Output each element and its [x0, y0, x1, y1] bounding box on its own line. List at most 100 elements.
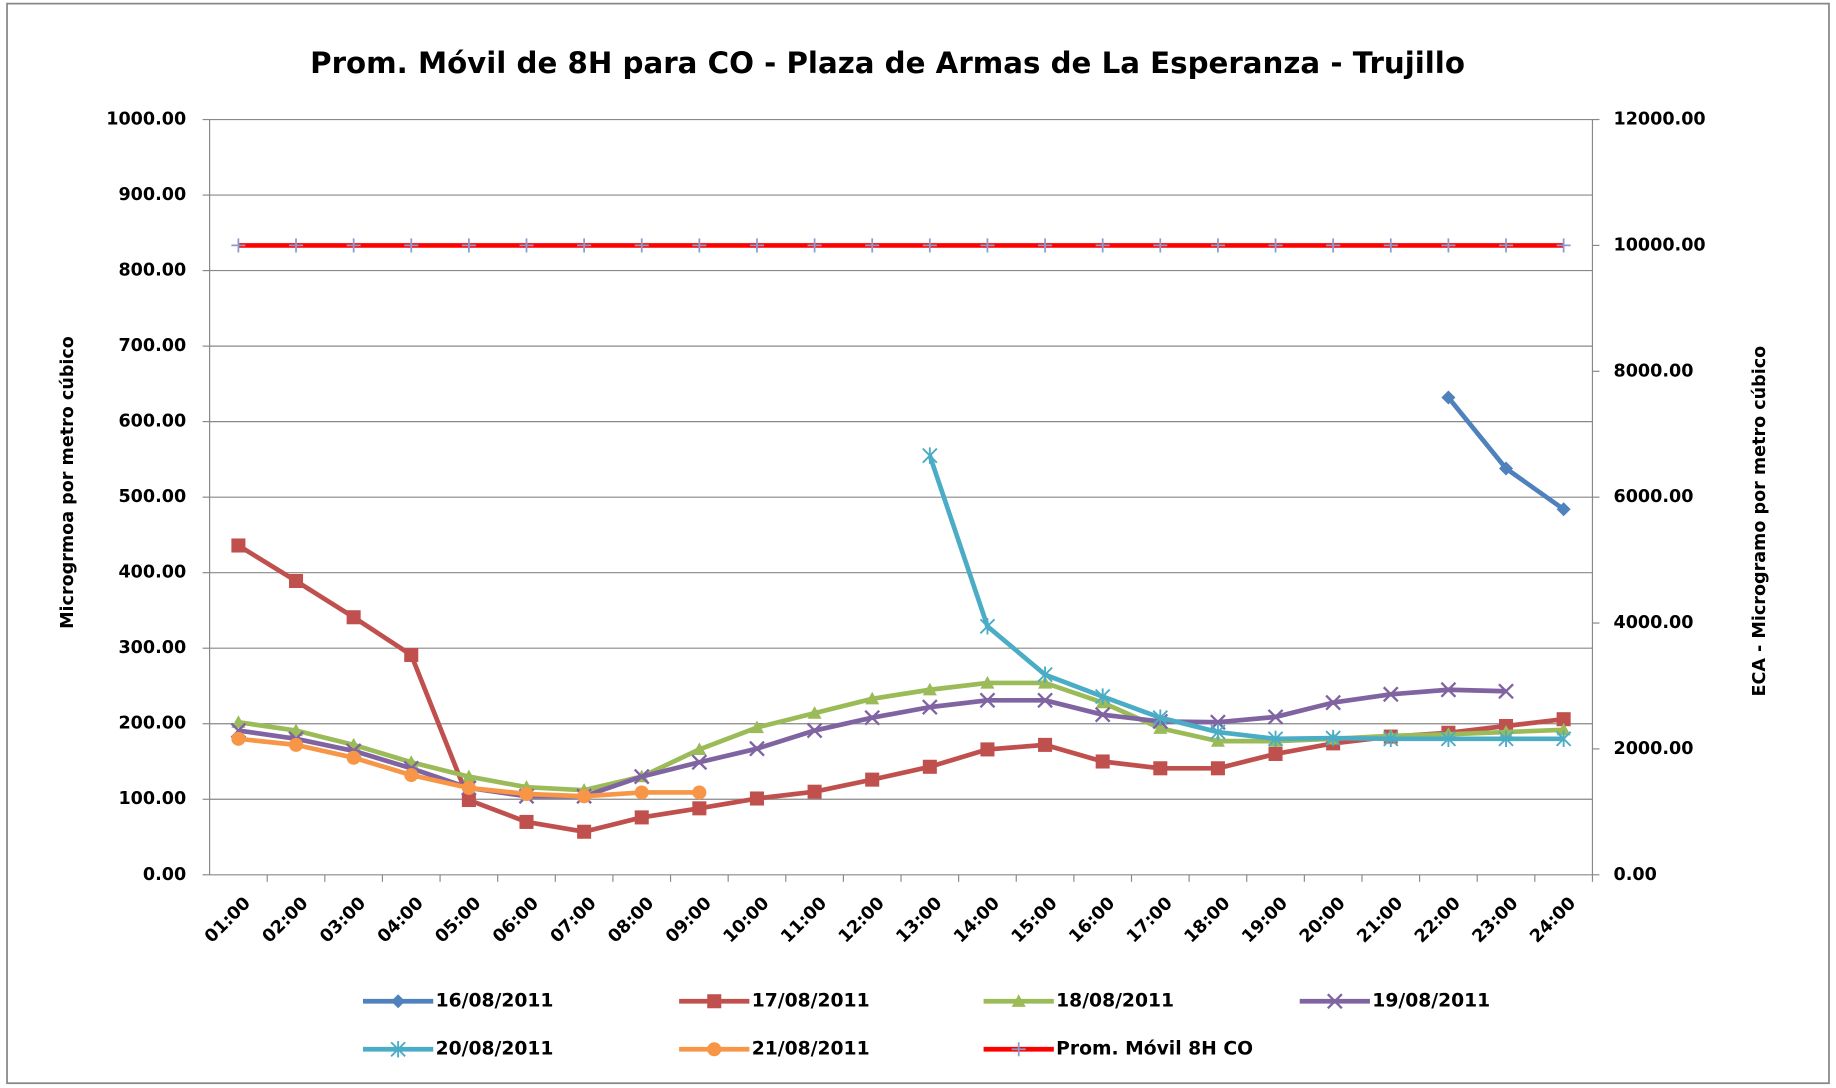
legend-marker [707, 1042, 722, 1057]
data-point [1152, 709, 1168, 726]
legend-label: 21/08/2011 [752, 1039, 870, 1060]
data-point [288, 238, 304, 253]
data-point [922, 682, 937, 696]
data-point [922, 759, 937, 774]
data-point [231, 715, 246, 728]
data-point [519, 786, 534, 801]
y2-axis-title: ECA - Microgramo por metro cúbico [1750, 346, 1770, 697]
data-point [979, 618, 996, 635]
data-point [1555, 730, 1572, 748]
data-point [692, 785, 707, 800]
data-point [922, 447, 938, 464]
data-point [980, 742, 995, 757]
data-point [1383, 238, 1398, 253]
data-point [691, 754, 708, 771]
data-point [1325, 729, 1341, 747]
data-point [921, 699, 938, 715]
data-point [1153, 238, 1168, 253]
y2-tick-label: 0.00 [1614, 865, 1657, 885]
data-point [1556, 712, 1571, 727]
y2-tick-label: 4000.00 [1614, 613, 1694, 633]
data-point [404, 768, 419, 783]
data-point [1095, 754, 1110, 769]
data-point [979, 692, 996, 709]
data-point [1094, 688, 1111, 705]
data-point [980, 675, 995, 689]
data-point [749, 238, 764, 253]
data-point [346, 610, 361, 625]
data-point [1268, 746, 1283, 761]
data-point [1267, 709, 1284, 725]
data-point [1153, 721, 1168, 734]
data-point [1325, 694, 1342, 711]
data-point [807, 706, 822, 719]
legend-marker [390, 1041, 406, 1058]
data-point [1210, 238, 1225, 253]
data-point [461, 780, 476, 795]
data-point [749, 740, 765, 757]
data-point [692, 801, 707, 816]
legend-label: 16/08/2011 [436, 991, 554, 1012]
data-point [692, 742, 707, 756]
y2-tick-label: 12000.00 [1614, 110, 1706, 130]
y-tick-label: 300.00 [118, 638, 186, 658]
legend-marker [707, 994, 722, 1009]
data-point [1094, 706, 1111, 723]
data-point [807, 238, 822, 253]
y2-tick-label: 6000.00 [1614, 487, 1694, 507]
legend-marker [1011, 1042, 1026, 1057]
y-tick-label: 400.00 [118, 563, 186, 583]
data-point [1037, 666, 1053, 683]
data-point [1556, 722, 1571, 736]
y-tick-label: 900.00 [118, 185, 186, 205]
y-tick-label: 700.00 [118, 336, 186, 356]
data-point [634, 238, 649, 253]
data-point [1267, 730, 1284, 748]
data-point [519, 814, 534, 829]
data-point [288, 737, 304, 752]
data-point [1037, 692, 1053, 709]
legend-label: 20/08/2011 [436, 1039, 554, 1060]
data-point [692, 238, 707, 253]
y2-tick-label: 2000.00 [1614, 739, 1694, 759]
data-point [1383, 730, 1399, 748]
data-point [1210, 761, 1225, 776]
data-point [1556, 238, 1571, 253]
data-point [980, 238, 995, 253]
data-point [1498, 238, 1514, 253]
data-point [288, 573, 304, 589]
data-point [461, 238, 476, 253]
y-tick-label: 800.00 [118, 261, 186, 281]
y-tick-label: 100.00 [118, 789, 186, 809]
data-point [633, 768, 650, 785]
data-point [577, 789, 592, 804]
y-tick-label: 1000.00 [106, 110, 186, 130]
data-point [865, 772, 880, 787]
data-point [577, 824, 592, 839]
data-point [634, 785, 649, 800]
data-point [1440, 730, 1457, 748]
data-point [1441, 238, 1456, 253]
y-tick-label: 500.00 [118, 487, 186, 507]
legend-marker [391, 994, 406, 1009]
chart-border [6, 2, 1830, 1085]
data-point [1441, 390, 1456, 405]
data-point [806, 722, 823, 739]
data-point [1038, 238, 1053, 253]
data-point [1038, 737, 1053, 752]
data-point [577, 238, 592, 253]
y-axis-title: Microgrmoa por metro cúbico [58, 336, 78, 629]
data-point [634, 810, 649, 825]
data-point [461, 792, 476, 808]
data-point [404, 238, 419, 253]
data-point [922, 238, 937, 253]
data-point [519, 238, 534, 253]
data-point [1210, 734, 1225, 747]
legend-label: 19/08/2011 [1372, 991, 1490, 1012]
data-point [749, 791, 764, 806]
data-point [1095, 238, 1110, 253]
data-point [346, 238, 361, 253]
y-tick-label: 200.00 [118, 714, 186, 734]
data-point [1440, 681, 1457, 698]
